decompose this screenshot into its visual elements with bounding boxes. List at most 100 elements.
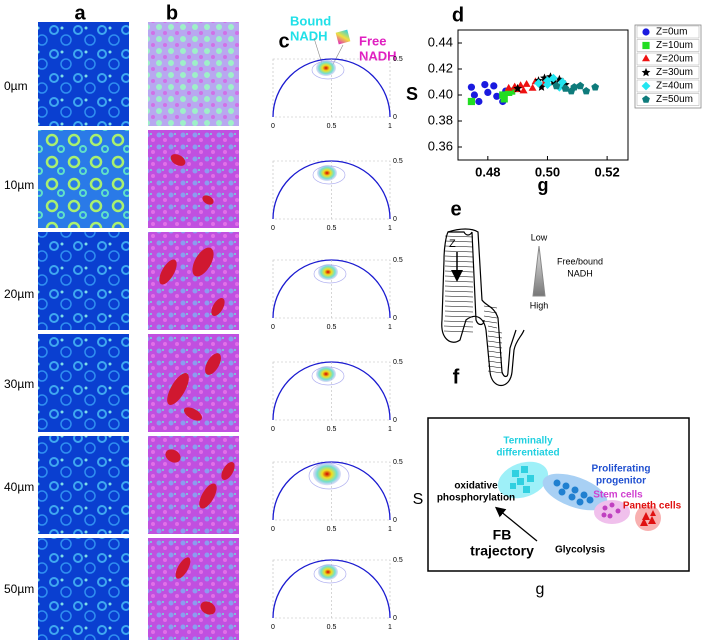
point <box>552 81 561 90</box>
trajectory-label: trajectory <box>470 543 534 559</box>
y-tick-label: 0.36 <box>428 138 453 153</box>
phasor-cluster <box>318 564 338 580</box>
terminal-label: differentiated <box>496 448 559 459</box>
s-axis-label: S <box>413 491 424 508</box>
point <box>467 83 476 91</box>
y-tick-label: 0.38 <box>428 112 453 127</box>
point <box>591 83 600 91</box>
nadh-intensity-image <box>38 232 129 330</box>
legend-marker <box>642 54 650 62</box>
villus <box>441 231 525 387</box>
image-panels: a b c d e f 0µm 10µm 20µm 30µm 40µm 50µm <box>4 2 464 640</box>
point <box>567 87 576 95</box>
cell-line <box>444 305 474 308</box>
cell-line <box>487 355 503 359</box>
legend-marker <box>641 67 651 77</box>
cell-line <box>443 320 474 323</box>
free-nadh-label: Free <box>359 33 386 48</box>
panel-label: d <box>452 4 464 26</box>
glycolytic-region <box>221 461 235 481</box>
phasor-x-tick: 0.5 <box>327 624 337 631</box>
cell-line <box>444 255 474 258</box>
legend-entry-box <box>636 93 700 106</box>
point <box>500 95 508 103</box>
glycolytic-region <box>211 297 225 317</box>
depth-label: 40µm <box>4 480 34 494</box>
phasor-map-image <box>148 22 239 126</box>
point <box>576 81 585 90</box>
phasor-cluster <box>318 264 338 280</box>
phasor-x-tick: 1 <box>388 225 392 232</box>
phasor-y-tick: 0.5 <box>393 557 403 564</box>
progenitor-label: Proliferating <box>592 464 651 475</box>
point <box>582 87 591 95</box>
phasor-map-image <box>148 538 239 640</box>
legend-label: Z=20um <box>656 54 693 65</box>
glycolysis-label: Glycolysis <box>555 545 605 556</box>
phasor-x-tick: 0.5 <box>327 123 337 130</box>
x-tick-label: 0.52 <box>594 164 619 179</box>
phasor-x-tick: 0.5 <box>327 324 337 331</box>
villus-inner <box>447 228 517 378</box>
trajectory-arrow <box>494 506 538 542</box>
cell-line <box>443 330 474 333</box>
high-label: High <box>530 300 549 310</box>
cell-line <box>444 250 474 253</box>
point <box>499 91 507 99</box>
cell-line <box>444 245 474 248</box>
legend-label: Z=30um <box>656 67 693 78</box>
phasor-y-tick: 0 <box>393 315 397 322</box>
nadh-note: Free/bound <box>557 256 603 266</box>
depth-label: 0µm <box>4 79 28 93</box>
nadh-intensity-image <box>38 436 129 534</box>
point <box>475 97 483 106</box>
phasor-y-tick: 0.5 <box>393 359 403 366</box>
phasor-x-tick: 1 <box>388 526 392 533</box>
phasor-y-tick: 0 <box>393 114 397 121</box>
nadh-note: NADH <box>567 268 593 278</box>
phasor-cluster <box>317 165 337 181</box>
point <box>543 80 552 89</box>
phasor-map-image <box>148 130 239 228</box>
depth-label: 30µm <box>4 377 34 391</box>
point <box>493 92 501 100</box>
phasor-x-tick: 0.5 <box>327 225 337 232</box>
nadh-intensity-image <box>38 22 129 126</box>
legend-label: Z=0um <box>656 27 687 38</box>
phasor-y-tick: 0 <box>393 517 397 524</box>
cell-line <box>487 360 503 364</box>
point <box>522 80 531 87</box>
point <box>508 87 516 95</box>
cell-line <box>483 315 498 319</box>
phasor-y-tick: 0.5 <box>393 56 403 63</box>
cell-line <box>444 275 474 278</box>
low-label: Low <box>531 232 548 242</box>
nadh-intensity-image <box>38 334 129 432</box>
gradient-cone <box>532 245 546 297</box>
cell-line <box>444 295 474 298</box>
glycolytic-region <box>205 353 221 375</box>
oxphos-label: oxidative <box>454 481 498 492</box>
terminal-cells <box>510 466 534 493</box>
progenitor-cells <box>553 479 594 506</box>
phasor-x-tick: 1 <box>388 624 392 631</box>
panel-e: Z Low High Free/bound NADH <box>441 228 603 387</box>
glycolytic-region <box>165 449 181 463</box>
legend-marker <box>641 81 651 91</box>
nadh-intensity-image <box>38 130 129 228</box>
depth-label: 50µm <box>4 582 34 596</box>
cell-line <box>444 285 474 288</box>
plot-frame <box>457 29 629 161</box>
phasor-x-tick: 1 <box>388 123 392 130</box>
glycolytic-region <box>192 247 214 277</box>
x-tick-label: 0.50 <box>535 164 560 179</box>
phasor-x-tick: 1 <box>388 324 392 331</box>
depth-label: 10µm <box>4 178 34 192</box>
panel-label: a <box>74 2 86 24</box>
phasor-map-image <box>148 436 239 534</box>
phasor-y-tick: 0 <box>393 615 397 622</box>
glycolytic-region <box>159 259 177 285</box>
legend-marker <box>642 41 650 50</box>
